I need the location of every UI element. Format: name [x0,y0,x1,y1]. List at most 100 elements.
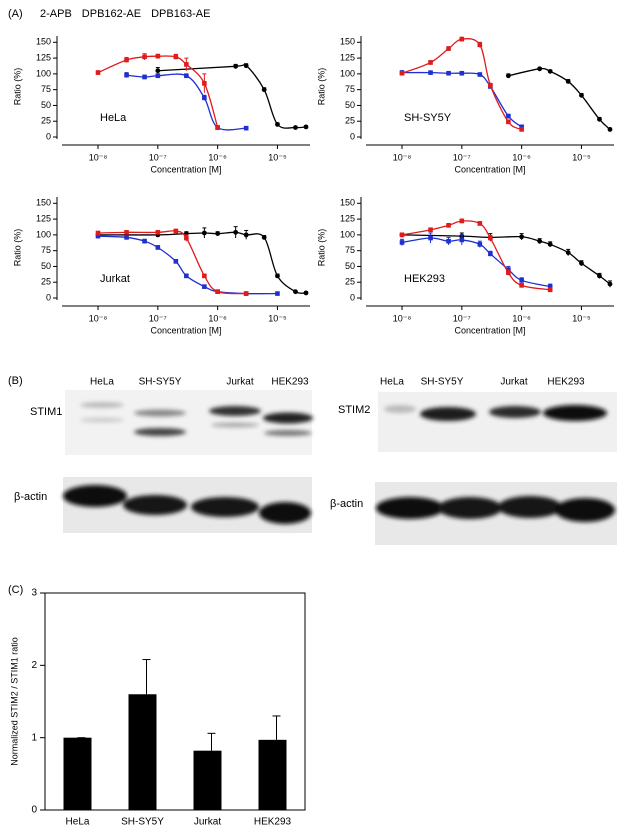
panel-label: (A) [8,8,23,20]
y-tick-label: 150 [340,198,355,208]
fit-curve [401,234,611,285]
point [547,287,553,293]
fit-curve [508,67,611,130]
point [547,68,553,74]
x-tick-label: 10⁻⁷ [453,313,471,323]
y-tick-label: 75 [345,245,355,255]
point [173,228,179,234]
y-tick-label: 0 [350,131,355,141]
point [184,235,189,241]
x-tick-label: HeLa [66,817,90,828]
point [597,273,602,279]
point [537,238,543,244]
legend-entry: 2-APB [40,8,72,20]
point [184,273,189,279]
fit-curve [157,63,307,129]
point [95,233,101,239]
point [459,36,465,42]
y-tick-label: 75 [41,84,51,94]
loading-label: β-actin [330,498,363,510]
annotation: HeLa [100,112,127,124]
point [155,68,161,74]
y-tick-label: 125 [340,52,355,62]
point [155,53,161,59]
y-tick-label: 75 [345,84,355,94]
point [597,116,602,122]
point [202,273,207,279]
point [95,230,101,236]
lane-label: HeLa [380,377,404,388]
point [537,66,543,72]
point [243,125,249,131]
lane-label: HEK293 [547,377,585,388]
bands [376,496,615,522]
fit-curve [97,235,278,295]
point [579,260,584,266]
point [446,46,451,51]
point [155,245,161,250]
y-tick-label: 150 [340,37,355,47]
point [303,124,309,130]
y-tick-label: 125 [340,213,355,223]
point [547,284,553,289]
point [488,235,493,241]
point [215,125,220,130]
y-tick-label: 100 [36,229,51,239]
y-tick-label: 50 [41,100,51,110]
y-tick-label: 3 [31,588,37,599]
lane-label: SH-SY5Y [421,377,464,388]
legend-entry: DPB163-AE [151,8,210,20]
point [488,82,493,88]
point [459,218,465,224]
x-tick-label: 10⁻⁸ [393,152,412,162]
point [459,70,465,76]
y-tick-label: 25 [41,116,51,126]
x-tick-label: 10⁻⁶ [208,152,227,162]
point [155,230,161,235]
bar [258,739,287,810]
point [243,291,249,296]
y-axis-label: Ratio (%) [316,68,326,106]
x-axis-label: Concentration [M] [150,325,221,335]
x-tick-label: 10⁻⁶ [512,313,531,323]
x-tick-label: 10⁻⁷ [149,313,167,323]
point [399,70,405,76]
point [477,221,483,226]
x-tick-label: 10⁻⁵ [268,313,287,323]
point [202,81,207,86]
y-axis-label: Ratio (%) [12,68,22,106]
y-tick-label: 25 [345,277,355,287]
point [519,278,524,283]
point [261,87,267,93]
point [428,60,433,65]
legend-entry: DPB162-AE [82,8,141,20]
point [275,291,280,296]
point [505,73,511,79]
point [243,63,249,69]
point [124,235,129,240]
point [488,251,493,257]
point [303,290,309,296]
lane-label: HeLa [90,377,114,388]
protein-label: STIM1 [30,406,62,418]
point [428,235,433,241]
blot-stim1: HeLa SH-SY5Y Jurkat HEK293 STIM1 β-actin [14,377,313,533]
point [202,95,207,101]
point [399,240,405,245]
blot-stim2: HeLa SH-SY5Y Jurkat HEK293 STIM2 β-actin [330,377,617,545]
y-tick-label: 2 [31,660,37,671]
y-axis-label: Ratio (%) [316,229,326,267]
annotation: Jurkat [100,273,130,285]
point [565,250,571,255]
point [459,237,465,243]
point [173,54,179,60]
point [506,113,511,119]
x-tick-label: 10⁻⁸ [89,152,108,162]
point [124,230,129,235]
plot-frame [44,592,306,811]
x-tick-label: 10⁻⁵ [268,152,287,162]
point [184,73,189,79]
point [261,235,267,240]
point [275,121,280,127]
x-tick-label: 10⁻⁶ [512,152,531,162]
